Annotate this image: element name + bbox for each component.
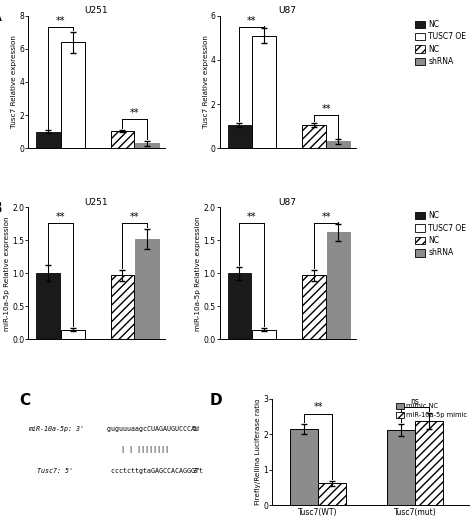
Text: A: A	[0, 10, 2, 24]
Text: **: **	[321, 212, 331, 222]
Bar	[36, 131, 60, 148]
Bar	[252, 36, 276, 148]
Bar	[36, 273, 60, 339]
Text: C: C	[19, 393, 31, 409]
Text: 5': 5'	[192, 426, 201, 431]
Text: B: B	[0, 201, 2, 216]
Bar	[61, 43, 85, 148]
Text: **: **	[56, 212, 65, 222]
Text: **: **	[130, 212, 140, 222]
Text: **: **	[56, 15, 65, 26]
Text: **: **	[321, 104, 331, 114]
Y-axis label: Firefly/Rellina Luciferase ratio: Firefly/Rellina Luciferase ratio	[255, 399, 261, 505]
Y-axis label: miR-10a-5p Relative expression: miR-10a-5p Relative expression	[195, 216, 201, 330]
Bar	[415, 421, 443, 505]
Legend: NC, TUSC7 OE, NC, shRNA: NC, TUSC7 OE, NC, shRNA	[415, 20, 466, 66]
Title: U87: U87	[279, 197, 297, 206]
Bar	[290, 429, 318, 505]
Legend: mimic NC, miR-10a-5p mimic: mimic NC, miR-10a-5p mimic	[393, 400, 470, 420]
Bar	[252, 329, 276, 339]
Bar	[228, 273, 251, 339]
Bar	[110, 131, 134, 148]
Text: miR-10a-5p: 3': miR-10a-5p: 3'	[28, 426, 84, 431]
Bar	[136, 239, 159, 339]
Text: D: D	[209, 393, 222, 409]
Bar	[302, 125, 326, 148]
Text: 3': 3'	[192, 468, 201, 474]
Text: Tusc7: 5': Tusc7: 5'	[37, 468, 73, 474]
Bar	[110, 276, 134, 339]
Bar	[61, 329, 85, 339]
Text: ns: ns	[410, 397, 419, 406]
Text: ccctcttgtaGAGCCACAGGGTt: ccctcttgtaGAGCCACAGGGTt	[103, 468, 207, 474]
Title: U251: U251	[85, 197, 109, 206]
Title: U251: U251	[85, 6, 109, 15]
Bar	[136, 143, 159, 148]
Text: | | ||||||||: | | ||||||||	[121, 446, 169, 453]
Bar	[228, 125, 251, 148]
Text: guguuuaagcCUAGAUGUCCCAu: guguuuaagcCUAGAUGUCCCAu	[103, 426, 203, 431]
Y-axis label: Tusc7 Relative expression: Tusc7 Relative expression	[11, 36, 18, 128]
Bar	[327, 232, 350, 339]
Legend: NC, TUSC7 OE, NC, shRNA: NC, TUSC7 OE, NC, shRNA	[415, 211, 466, 257]
Title: U87: U87	[279, 6, 297, 15]
Bar	[302, 276, 326, 339]
Y-axis label: miR-10a-5p Relative expression: miR-10a-5p Relative expression	[4, 216, 10, 330]
Y-axis label: Tusc7 Relative expression: Tusc7 Relative expression	[202, 36, 209, 128]
Bar	[327, 142, 350, 148]
Text: **: **	[247, 15, 256, 26]
Bar	[318, 484, 346, 505]
Bar	[387, 430, 415, 505]
Text: **: **	[247, 212, 256, 222]
Text: **: **	[130, 108, 140, 118]
Text: **: **	[313, 402, 323, 412]
